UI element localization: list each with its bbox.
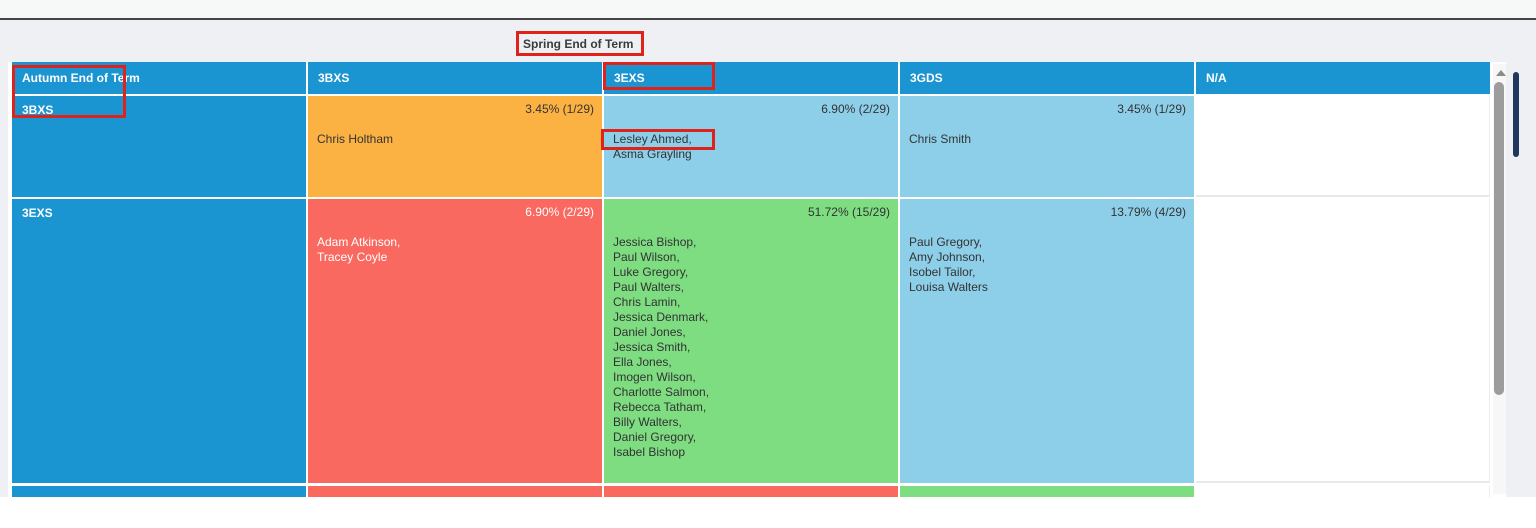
student-name[interactable]: Jessica Smith, xyxy=(613,340,691,354)
row-header-partial xyxy=(12,486,306,497)
student-name[interactable]: Charlotte Salmon, xyxy=(613,385,710,399)
cell-percentage: 6.90% (2/29) xyxy=(525,205,594,219)
student-name[interactable]: Imogen Wilson, xyxy=(613,370,696,384)
cell-percentage: 6.90% (2/29) xyxy=(821,102,890,116)
cell-student-names: Lesley Ahmed, Asma Grayling xyxy=(604,132,898,162)
annotation-box-lesley-ahmed xyxy=(601,129,715,150)
cell-student-names: Adam Atkinson, Tracey Coyle xyxy=(308,235,602,265)
top-divider xyxy=(0,18,1536,20)
student-name[interactable]: Jessica Bishop, xyxy=(613,235,697,249)
student-name[interactable]: Chris Smith xyxy=(909,132,972,146)
table-row-partial xyxy=(12,486,1490,497)
student-name[interactable]: Paul Wilson, xyxy=(613,250,680,264)
cell-percentage: 51.72% (15/29) xyxy=(807,205,890,219)
student-name[interactable]: Isobel Tailor, xyxy=(909,265,976,279)
top-bar xyxy=(0,0,1536,18)
student-name[interactable]: Louisa Walters xyxy=(909,280,988,294)
cell-percentage: 13.79% (4/29) xyxy=(1110,205,1186,219)
student-name[interactable]: Lesley Ahmed, xyxy=(613,132,692,146)
cell-3exs-to-3exs: 51.72% (15/29) Jessica Bishop, Paul Wilso… xyxy=(604,199,898,483)
student-name[interactable]: Rebecca Tatham, xyxy=(613,400,707,414)
cell-3bxs-to-3bxs: 3.45% (1/29) Chris Holtham xyxy=(308,96,602,197)
page-scrollbar-thumb[interactable] xyxy=(1513,72,1519,157)
student-name[interactable]: Jessica Denmark, xyxy=(613,310,709,324)
column-header-3gds[interactable]: 3GDS xyxy=(900,62,1194,94)
row-header-3exs[interactable]: 3EXS xyxy=(12,199,306,483)
table-header-row: Autumn End of Term 3BXS 3EXS 3GDS N/A xyxy=(12,62,1490,94)
table-row-3bxs: 3BXS 3.45% (1/29) Chris Holtham 6.90% (2… xyxy=(12,96,1490,197)
transition-matrix-table: Autumn End of Term 3BXS 3EXS 3GDS N/A 3B… xyxy=(8,62,1506,497)
scroll-up-icon[interactable] xyxy=(1496,70,1506,76)
student-name[interactable]: Asma Grayling xyxy=(613,147,692,161)
student-name[interactable]: Adam Atkinson, xyxy=(317,235,401,249)
student-name[interactable]: Isabel Bishop xyxy=(613,445,686,459)
cell-3bxs-to-na xyxy=(1196,96,1490,197)
cell-student-names: Chris Smith xyxy=(900,132,1194,147)
student-name[interactable]: Daniel Jones, xyxy=(613,325,686,339)
student-name[interactable]: Luke Gregory, xyxy=(613,265,689,279)
cell-student-names: Chris Holtham xyxy=(308,132,602,147)
student-name[interactable]: Paul Gregory, xyxy=(909,235,983,249)
cell-partial-2 xyxy=(604,486,898,497)
table-scrollbar-thumb[interactable] xyxy=(1494,82,1504,395)
student-name[interactable]: Tracey Coyle xyxy=(317,250,388,264)
row-header-3bxs[interactable]: 3BXS xyxy=(12,96,306,197)
annotation-box-autumn-header-and-3bxs xyxy=(12,65,126,118)
column-header-3bxs[interactable]: 3BXS xyxy=(308,62,602,94)
student-name[interactable]: Paul Walters, xyxy=(613,280,684,294)
cell-student-names: Paul Gregory, Amy Johnson, Isobel Tailor, L… xyxy=(900,235,1194,295)
cell-percentage: 3.45% (1/29) xyxy=(1117,102,1186,116)
cell-3exs-to-na xyxy=(1196,199,1490,483)
page-title[interactable]: Spring End of Term xyxy=(523,37,634,51)
student-name[interactable]: Ella Jones, xyxy=(613,355,672,369)
cell-partial-1 xyxy=(308,486,602,497)
cell-student-names: Jessica Bishop, Paul Wilson, Luke Gregory,… xyxy=(604,235,898,460)
annotation-box-3exs-column-header xyxy=(603,62,715,90)
student-name[interactable]: Daniel Gregory, xyxy=(613,430,697,444)
student-name[interactable]: Chris Holtham xyxy=(317,132,394,146)
cell-percentage: 3.45% (1/29) xyxy=(525,102,594,116)
cell-3bxs-to-3exs: 6.90% (2/29) Lesley Ahmed, Asma Grayling xyxy=(604,96,898,197)
table-row-3exs: 3EXS 6.90% (2/29) Adam Atkinson, Tracey C… xyxy=(12,199,1490,483)
annotation-box-spring-end-of-term-title xyxy=(516,31,644,56)
cell-3bxs-to-3gds: 3.45% (1/29) Chris Smith xyxy=(900,96,1194,197)
cell-3exs-to-3gds: 13.79% (4/29) Paul Gregory, Amy Johnson, I… xyxy=(900,199,1194,483)
student-name[interactable]: Billy Walters, xyxy=(613,415,682,429)
cell-3exs-to-3bxs: 6.90% (2/29) Adam Atkinson, Tracey Coyle xyxy=(308,199,602,483)
student-name[interactable]: Chris Lamin, xyxy=(613,295,681,309)
student-name[interactable]: Amy Johnson, xyxy=(909,250,986,264)
cell-partial-3 xyxy=(900,486,1194,497)
column-header-na[interactable]: N/A xyxy=(1196,62,1490,94)
cell-partial-4 xyxy=(1196,486,1490,497)
bottom-whitespace xyxy=(0,497,1536,528)
